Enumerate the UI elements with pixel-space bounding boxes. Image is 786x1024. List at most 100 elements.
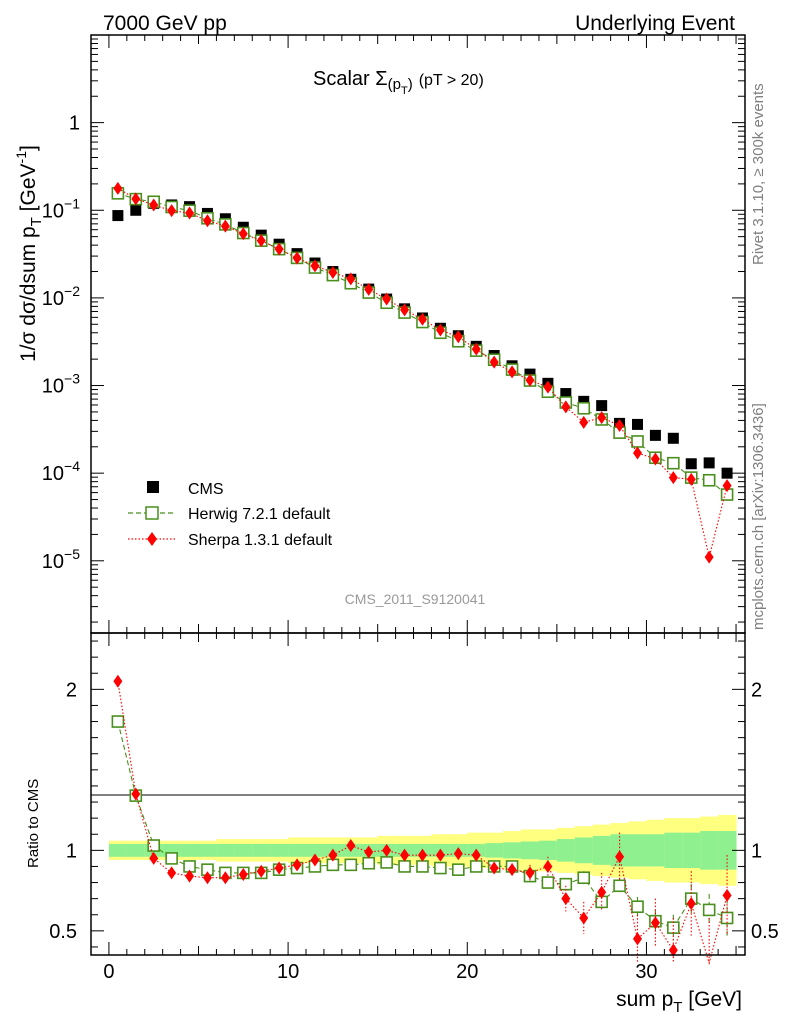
ratio-herwig-point [416, 860, 429, 873]
main-data-layer [111, 181, 734, 564]
main-sherpa-point [579, 415, 589, 429]
main-sherpa-point [561, 400, 571, 414]
main-sherpa-point [382, 292, 392, 306]
main-cms-point [667, 432, 679, 444]
main-sherpa-point [471, 342, 481, 356]
main-sherpa-point [722, 479, 732, 493]
ratio-sherpa-point [346, 839, 356, 853]
ratio-sherpa-point [507, 863, 517, 877]
ratio-sherpa-point [543, 859, 553, 873]
ratio-band-stat [521, 841, 540, 860]
ratio-sherpa-point [131, 787, 141, 801]
ratio-sherpa-point [256, 864, 266, 878]
main-herwig-point [702, 473, 716, 487]
ratio-band-stat [556, 839, 576, 862]
main-sherpa-point [220, 219, 230, 233]
ratio-herwig-point [702, 903, 716, 917]
ratio-herwig-point [362, 856, 376, 870]
ratio-herwig-point [559, 877, 573, 891]
ratio-band-stat [180, 843, 200, 857]
ratio-sherpa-point [417, 848, 427, 862]
ratio-herwig-point [613, 879, 626, 893]
ratio-band-stat [252, 843, 271, 857]
ratio-sherpa-point [435, 848, 445, 862]
ratio-band-stat [574, 837, 594, 864]
main-sherpa-point [615, 418, 625, 432]
main-sherpa-point [543, 380, 553, 394]
ratio-sherpa-point [185, 869, 195, 883]
ratio-band-stat [485, 843, 504, 858]
main-sherpa-point [113, 181, 123, 195]
x-tick-label: 20 [456, 961, 478, 983]
ratio-sherpa-point [668, 943, 678, 957]
ratio-band-stat [216, 843, 235, 857]
x-tick-label: 10 [277, 961, 299, 983]
ratio-y-axis-label: Ratio to CMS [25, 779, 42, 868]
ratio-herwig-point [398, 860, 411, 873]
ratio-band-stat [198, 843, 217, 857]
ratio-sherpa-point [364, 845, 374, 859]
ratio-band-stat [718, 831, 737, 870]
main-cms-point [130, 204, 142, 216]
ratio-band-stat [270, 843, 289, 857]
ratio-sherpa-point [400, 848, 410, 862]
main-sherpa-point [525, 373, 535, 387]
ratio-sherpa-point [579, 911, 589, 925]
main-herwig-point [577, 401, 591, 415]
main-sherpa-point [256, 234, 266, 248]
main-sherpa-point [149, 198, 159, 212]
ratio-herwig-point [541, 876, 555, 889]
main-cms-point [631, 418, 643, 430]
main-sherpa-point [686, 472, 696, 486]
ratio-y-tick-label-right: 1 [751, 840, 762, 862]
ratio-band-stat [288, 843, 307, 857]
ratio-herwig-point [667, 921, 680, 934]
legend-sherpa-marker [147, 532, 157, 546]
legend-cms-marker [147, 481, 159, 493]
x-axis-label: sum pT [GeV] [616, 988, 742, 1016]
ratio-band-stat [306, 843, 325, 857]
ratio-sherpa-point [220, 871, 230, 885]
main-sherpa-point [668, 471, 678, 485]
main-sherpa-point [489, 355, 499, 369]
main-cms-point [560, 388, 572, 400]
ratio-herwig-point [344, 858, 358, 872]
main-y-tick-label: 10−2 [42, 283, 80, 310]
main-sherpa-point [167, 204, 177, 218]
analysis-watermark: CMS_2011_S9120041 [345, 591, 486, 607]
legend-cms-label: CMS [188, 481, 224, 498]
main-cms-point [703, 457, 715, 469]
ratio-sherpa-point [149, 851, 159, 865]
legend-herwig-label: Herwig 7.2.1 default [188, 506, 331, 523]
ratio-band-stat [628, 834, 647, 867]
ratio-band-stat [503, 842, 522, 859]
ratio-sherpa-point [597, 885, 607, 899]
main-series-line [117, 187, 728, 558]
main-sherpa-point [310, 259, 320, 273]
ratio-sherpa-point [310, 853, 320, 867]
main-cms-point [578, 395, 590, 407]
ratio-herwig-point [111, 715, 125, 728]
ratio-herwig-point [434, 861, 447, 875]
main-cms-point [596, 400, 608, 412]
ratio-frame [90, 632, 746, 956]
main-sherpa-point [435, 323, 445, 337]
main-y-tick-label: 10−1 [42, 195, 80, 222]
ratio-band-stat [592, 835, 612, 865]
main-sherpa-point [453, 330, 463, 344]
ratio-band-stat [126, 843, 146, 857]
ratio-sherpa-point [650, 916, 660, 930]
main-title: Scalar Σ(pT) (pT > 20) [313, 68, 484, 97]
main-y-axis-label: 1/σ dσ/dsum pT [GeV-1] [13, 145, 45, 362]
legend-herwig-marker [145, 506, 159, 520]
main-sherpa-point [650, 452, 660, 466]
main-y-tick-label: 10−3 [42, 371, 80, 398]
ratio-sherpa-point [238, 868, 248, 881]
main-cms-point [685, 458, 697, 470]
ratio-sherpa-point [686, 896, 696, 910]
ratio-sherpa-point [615, 850, 625, 864]
ratio-band-stat [664, 832, 683, 869]
ratio-sherpa-point [382, 843, 392, 857]
ratio-band-stat [108, 843, 128, 857]
